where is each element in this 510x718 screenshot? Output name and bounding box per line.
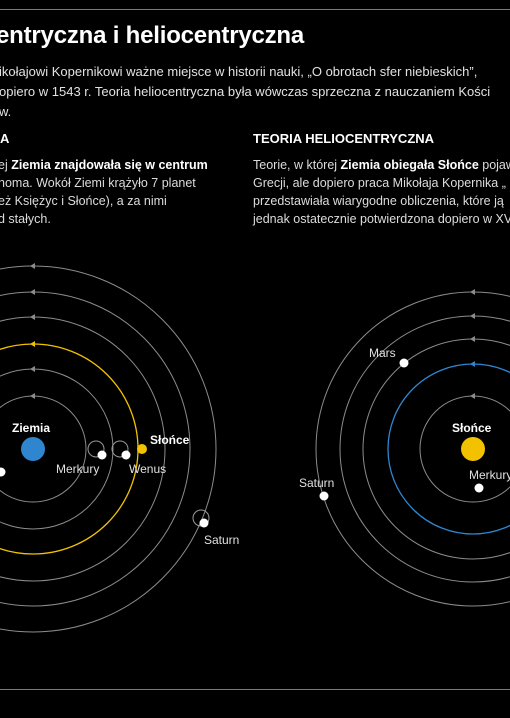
- planet-dot: [199, 518, 209, 528]
- heliocentric-description: Teorie, w której Ziemia obiegała Słońce …: [253, 156, 510, 228]
- page-title: entryczna i heliocentryczna: [0, 22, 305, 49]
- orbit-arrow-icon: [470, 289, 475, 399]
- planet-label: Merkury: [469, 468, 510, 482]
- sun-orbit-ring: [0, 343, 139, 555]
- planet-dot: [474, 483, 484, 493]
- planet-dot: [319, 491, 329, 501]
- planet-label: Mars: [369, 346, 396, 360]
- planet-label: Saturn: [299, 476, 334, 490]
- description-line: ej Ziemia znajdowała się w centrum: [0, 158, 208, 172]
- geocentric-heading: A: [0, 131, 10, 146]
- orbit-arrow-icon: [30, 341, 35, 347]
- orbit-arrow-icon: [30, 263, 35, 399]
- sun-label: Słońce: [150, 433, 190, 447]
- description-line: homa. Wokół Ziemi krążyło 7 planet: [0, 176, 196, 190]
- heliocentric-heading: TEORIA HELIOCENTRYCZNA: [253, 131, 435, 146]
- sun-center: [461, 437, 485, 461]
- heliocentric-model: Słońce Mars Saturn Merkury: [299, 289, 510, 607]
- earth-orbit-ring: [387, 363, 510, 535]
- epicycle-icon: [111, 440, 129, 458]
- intro-line: ikołajowi Kopernikowi ważne miejsce w hi…: [0, 64, 478, 79]
- description-line: przedstawiała wiarygodne obliczenia, któ…: [253, 194, 504, 208]
- bottom-rule: [0, 689, 510, 690]
- planet-label: Saturn: [204, 533, 239, 547]
- description-line: Teorie, w której Ziemia obiegała Słońce …: [253, 158, 510, 172]
- planet-dot: [97, 450, 107, 460]
- sun-label: Słońce: [452, 421, 492, 435]
- epicycle-icon: [87, 440, 105, 458]
- sun-dot: [137, 444, 147, 454]
- intro-line: w.: [0, 104, 12, 119]
- orbit-ring: [0, 368, 114, 530]
- top-rule: [0, 9, 510, 10]
- planet-dot: [0, 467, 6, 477]
- earth-label: Ziemia: [12, 421, 50, 435]
- description-line: d stałych.: [0, 212, 51, 226]
- planet-label: Merkury: [56, 462, 99, 476]
- planet-label: Wenus: [129, 462, 166, 476]
- planet-dot: [399, 358, 409, 368]
- geocentric-model: Ziemia Słońce Merkury Wenus Saturn: [0, 263, 239, 633]
- orbit-arrow-icon: [470, 361, 475, 367]
- description-line: eż Księżyc i Słońce), a za nimi: [0, 194, 167, 208]
- planet-dot: [121, 450, 131, 460]
- description-line: jednak ostatecznie potwierdzona dopiero …: [253, 212, 510, 226]
- intro-line: opiero w 1543 r. Teoria heliocentryczna …: [0, 84, 491, 99]
- intro-paragraph: ikołajowi Kopernikowi ważne miejsce w hi…: [0, 62, 510, 122]
- geocentric-description: ej Ziemia znajdowała się w centrum homa.…: [0, 156, 208, 228]
- description-line: Grecji, ale dopiero praca Mikołaja Koper…: [253, 176, 506, 190]
- earth-center: [21, 437, 45, 461]
